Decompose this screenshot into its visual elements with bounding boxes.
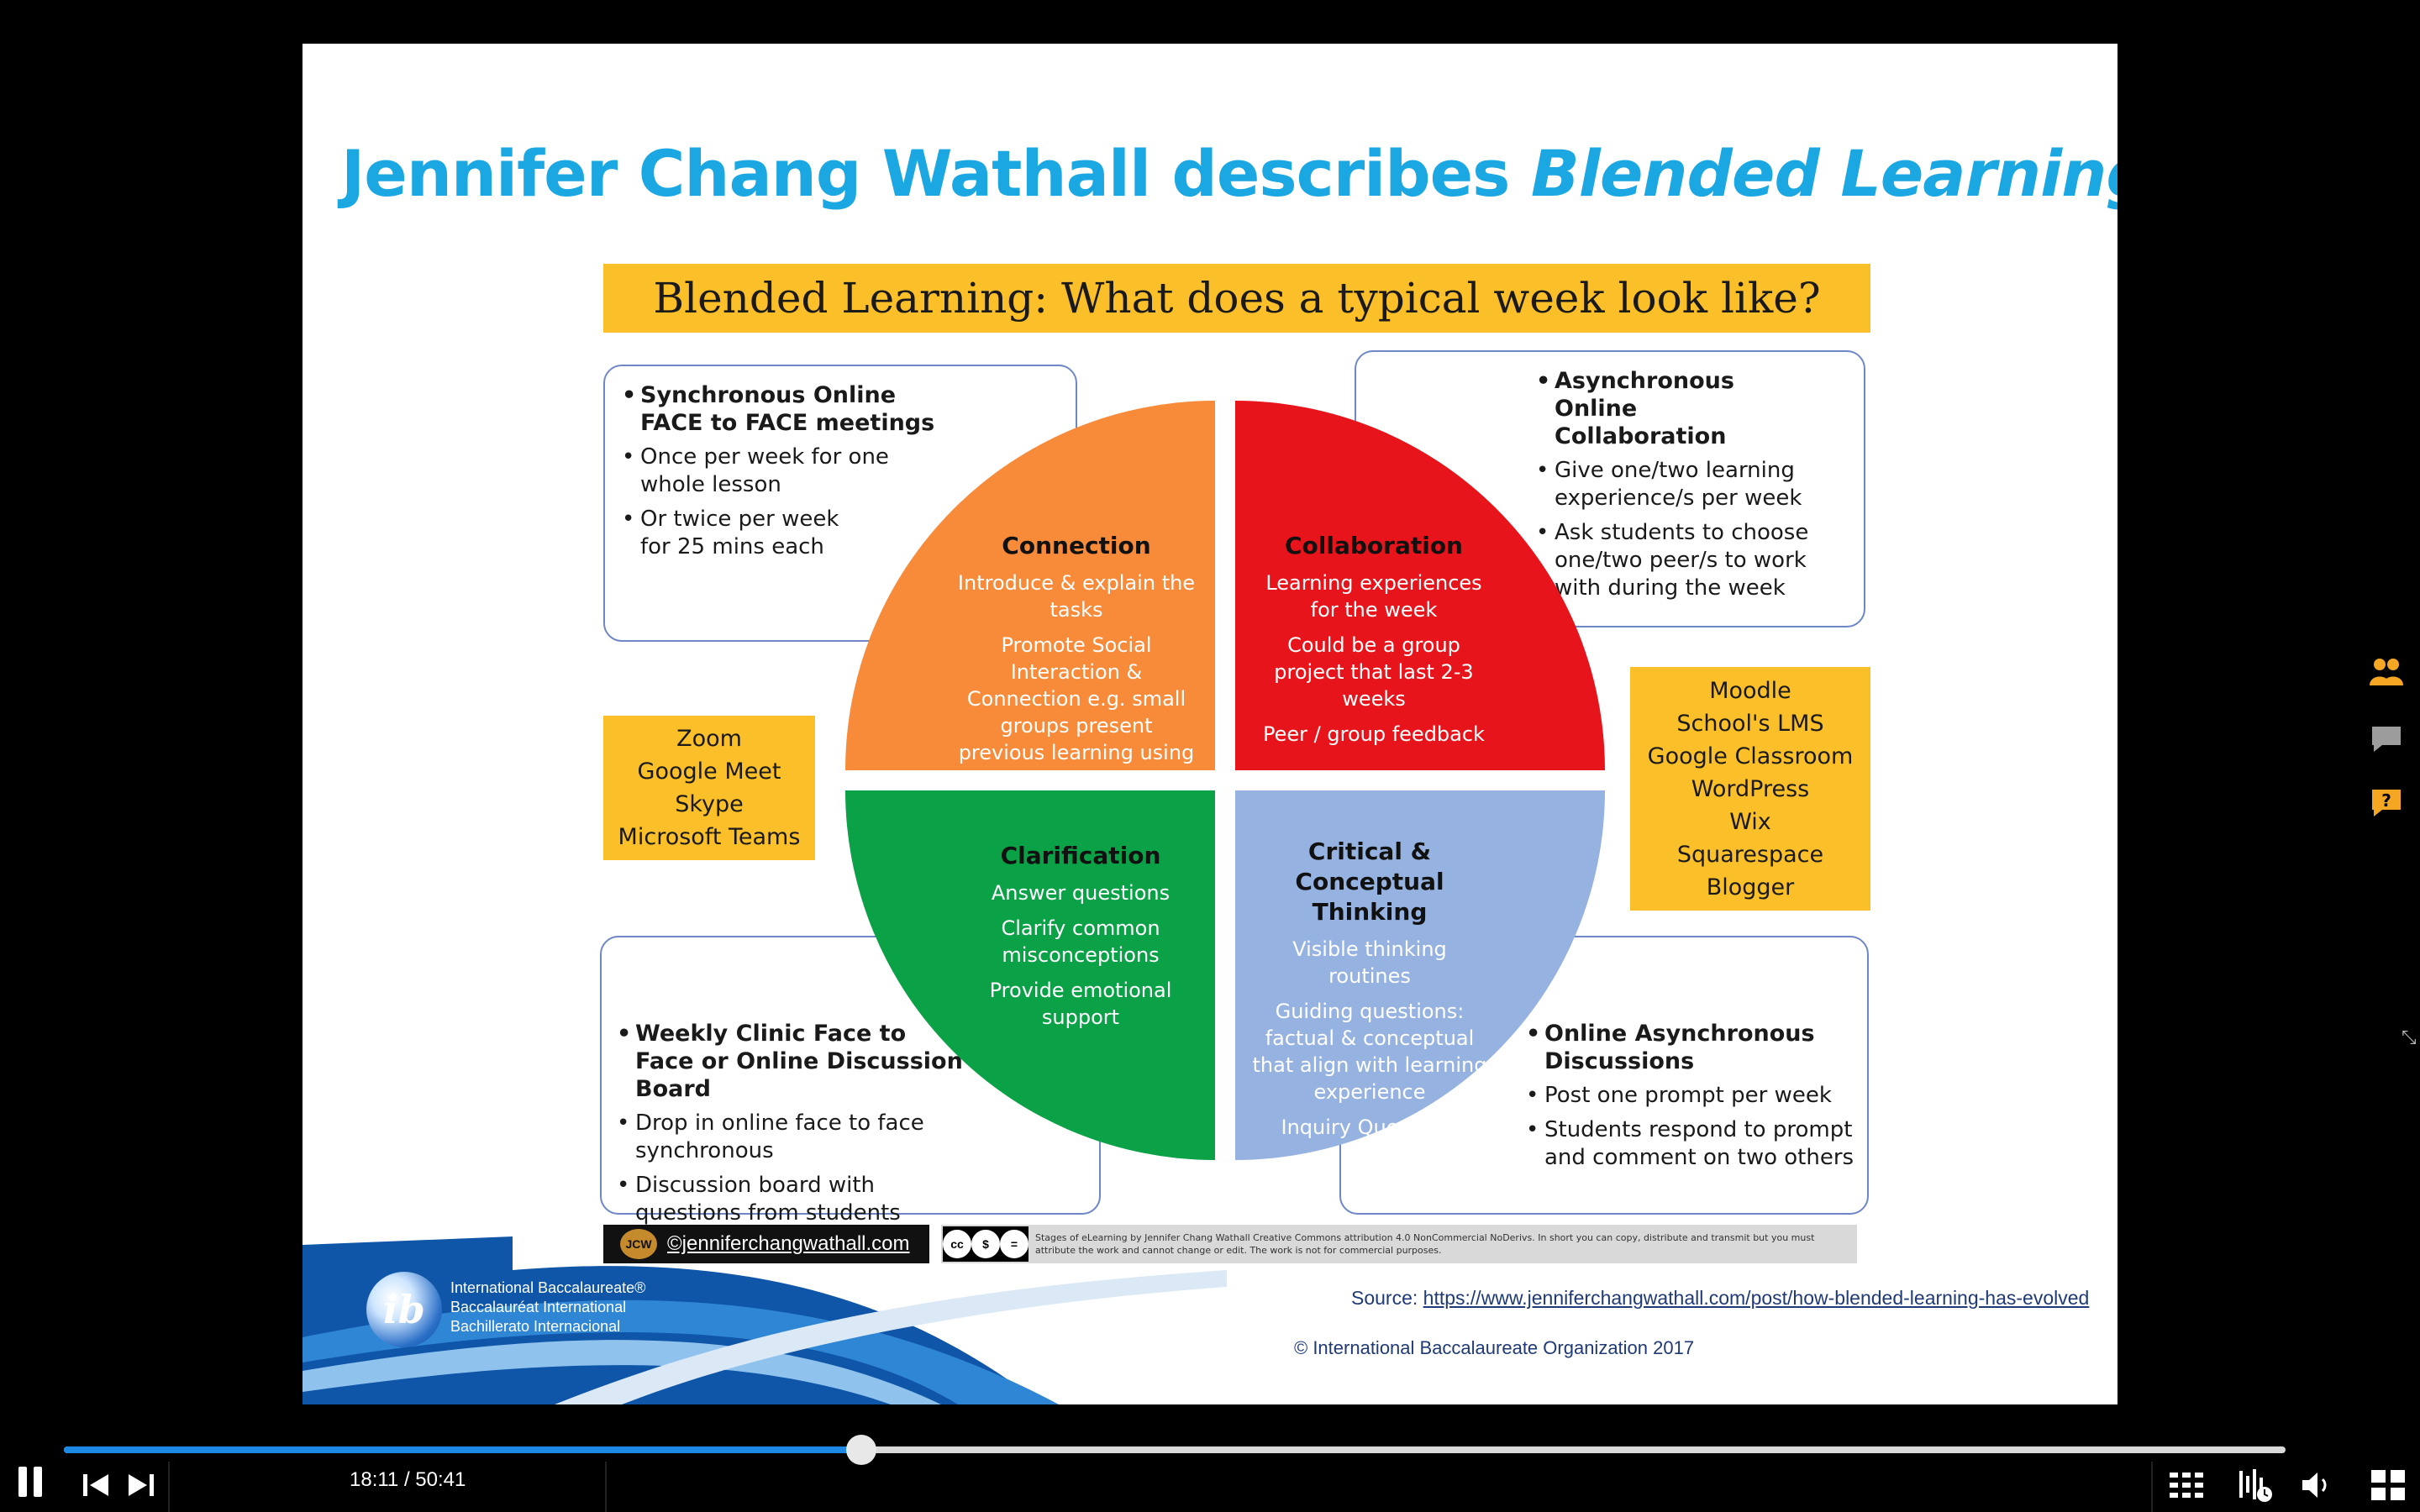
box-item: Drop in online face to face synchronous <box>617 1110 929 1165</box>
author-website-bar: JCW ©jenniferchangwathall.com <box>603 1225 929 1263</box>
quadrant-text: Clarify common misconceptions <box>1001 916 1160 967</box>
player-controls <box>0 1428 2420 1512</box>
box-item: Or twice per week for 25 mins each <box>622 506 867 561</box>
divider <box>605 1462 607 1512</box>
quadrant-title: Connection <box>1002 532 1151 559</box>
author-website: ©jenniferchangwathall.com <box>667 1232 910 1255</box>
box-heading: Online Asynchronous Discussions <box>1526 1020 1822 1075</box>
seek-bar-progress <box>64 1446 861 1453</box>
tool-item: Skype <box>675 791 744 817</box>
speed-icon[interactable] <box>2235 1465 2274 1504</box>
chapters-icon[interactable] <box>2168 1468 2205 1502</box>
box-item: Students respond to prompt and comment o… <box>1526 1116 1864 1172</box>
slide-banner: Blended Learning: What does a typical we… <box>603 264 1870 333</box>
ib-name-line: Baccalauréat International <box>450 1299 627 1315</box>
quadrant-title: Critical & Conceptual Thinking <box>1295 837 1444 926</box>
ib-name-line: Bachillerato Internacional <box>450 1318 621 1335</box>
quadrant-text: Learning experiences for the week <box>1265 571 1482 622</box>
quadrant-title: Collaboration <box>1284 532 1463 559</box>
ib-wave-graphic <box>302 1236 1227 1404</box>
creative-commons-icon: cc $ = <box>943 1226 1028 1262</box>
box-item: Discussion board with questions from stu… <box>617 1172 913 1227</box>
quadrant-title: Clarification <box>1000 842 1161 869</box>
box-item: Give one/two learning experience/s per w… <box>1536 457 1823 512</box>
source-link[interactable]: https://www.jenniferchangwathall.com/pos… <box>1423 1287 2090 1309</box>
tool-item: WordPress <box>1691 775 1810 802</box>
quadrant-connection: Connection Introduce & explain the tasks… <box>845 401 1215 791</box>
ib-logo-icon: ib <box>366 1272 442 1347</box>
svg-text:?: ? <box>2381 790 2391 811</box>
resize-handle-icon[interactable]: ⤡ <box>2402 1026 2417 1047</box>
box-item: Once per week for one whole lesson <box>622 444 909 499</box>
slide-title: Jennifer Chang Wathall describes Blended… <box>341 136 2118 211</box>
tool-item: Squarespace <box>1676 841 1824 868</box>
ib-organization-name: International Baccalaureate® Baccalauréa… <box>450 1278 645 1336</box>
cc-glyph: cc <box>943 1230 971 1258</box>
tool-item: School's LMS <box>1676 710 1824 737</box>
tool-item: Wix <box>1729 808 1771 835</box>
seek-handle[interactable] <box>846 1435 876 1465</box>
ib-name-line: International Baccalaureate® <box>450 1279 646 1296</box>
tools-left: Zoom Google Meet Skype Microsoft Teams <box>603 716 815 860</box>
slide-title-italic: Blended Learning <box>1530 136 2118 211</box>
volume-icon[interactable] <box>2299 1468 2336 1502</box>
pause-icon[interactable] <box>12 1463 49 1500</box>
tool-item: Moodle <box>1709 677 1791 704</box>
tool-item: Zoom <box>676 726 742 752</box>
quadrant-text: Guiding questions: factual & conceptual … <box>1252 1000 1487 1104</box>
tools-right: Moodle School's LMS Google Classroom Wor… <box>1630 667 1870 911</box>
quadrant-text: Visible thinking routines <box>1292 937 1447 988</box>
cc-glyph: $ <box>971 1230 1000 1258</box>
divider <box>168 1462 170 1512</box>
source-label: Source: <box>1351 1287 1423 1309</box>
tool-item: Microsoft Teams <box>618 824 801 850</box>
quadrant-text: Peer / group feedback <box>1263 722 1485 746</box>
author-logo: JCW <box>620 1229 657 1259</box>
license-bar: cc $ = Stages of eLearning by Jennifer C… <box>941 1225 1857 1263</box>
participants-icon[interactable] <box>2370 655 2403 689</box>
slide-title-plain: Jennifer Chang Wathall describes <box>341 136 1531 211</box>
box-heading: Asynchronous Online Collaboration <box>1536 367 1807 450</box>
source-line: Source: https://www.jenniferchangwathall… <box>1351 1287 2089 1310</box>
quadrant-text: Could be a group project that last 2-3 w… <box>1274 633 1474 711</box>
cc-glyph: = <box>1000 1230 1028 1258</box>
quadrant-text: Introduce & explain the tasks <box>957 571 1196 622</box>
tool-item: Blogger <box>1706 874 1795 900</box>
seek-bar[interactable] <box>64 1446 2286 1453</box>
time-display: 18:11 / 50:41 <box>350 1468 466 1491</box>
box-item: Post one prompt per week <box>1526 1082 1864 1110</box>
tool-item: Google Classroom <box>1647 743 1854 769</box>
presentation-slide: Jennifer Chang Wathall describes Blended… <box>302 44 2118 1404</box>
chat-icon[interactable] <box>2370 722 2403 756</box>
tool-item: Google Meet <box>637 759 781 785</box>
box-heading: Weekly Clinic Face to Face or Online Dis… <box>617 1020 971 1103</box>
quadrant-critical-thinking: Critical & Conceptual Thinking Visible t… <box>1235 790 1605 1160</box>
box-heading: Synchronous Online FACE to FACE meetings <box>622 381 960 437</box>
previous-icon[interactable] <box>79 1468 113 1502</box>
quadrant-collaboration: Collaboration Learning experiences for t… <box>1235 401 1605 770</box>
next-icon[interactable] <box>124 1468 158 1502</box>
quadrant-text: Promote Social Interaction & Connection … <box>958 633 1195 791</box>
question-icon[interactable]: ? <box>2370 786 2403 820</box>
copyright-text: © International Baccalaureate Organizati… <box>1294 1337 1695 1358</box>
quadrant-text: Provide emotional support <box>989 979 1172 1029</box>
fullscreen-icon[interactable] <box>2370 1468 2407 1502</box>
box-item: Ask students to choose one/two peer/s to… <box>1536 519 1857 602</box>
quadrant-text: Inquiry Questions <box>1281 1116 1459 1139</box>
divider <box>2151 1462 2153 1512</box>
license-text: Stages of eLearning by Jennifer Chang Wa… <box>1035 1232 1815 1256</box>
quadrant-text: Answer questions <box>991 881 1171 905</box>
